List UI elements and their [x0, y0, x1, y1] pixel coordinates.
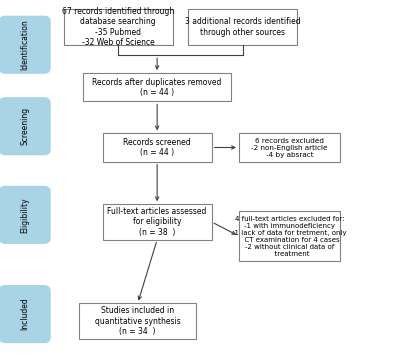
- Text: Identification: Identification: [20, 19, 29, 70]
- FancyBboxPatch shape: [103, 204, 212, 240]
- Text: Eligibility: Eligibility: [20, 197, 29, 233]
- FancyBboxPatch shape: [188, 9, 297, 45]
- FancyBboxPatch shape: [0, 16, 50, 73]
- Text: 67 records identified through
database searching
-35 Pubmed
-32 Web of Science: 67 records identified through database s…: [62, 7, 174, 47]
- Text: 3 additional records identified
through other sources: 3 additional records identified through …: [185, 17, 301, 37]
- Text: Records screened
(n = 44 ): Records screened (n = 44 ): [123, 138, 191, 157]
- FancyBboxPatch shape: [0, 286, 50, 343]
- Text: 6 records excluded
-2 non-English article
-4 by absract: 6 records excluded -2 non-English articl…: [251, 137, 328, 158]
- Text: 4 full-text articles excluded for:
-1 with immunodeficiency
-1 lack of data for : 4 full-text articles excluded for: -1 wi…: [232, 216, 347, 257]
- Text: Full-text articles assessed
for eligibility
(n = 38  ): Full-text articles assessed for eligibil…: [108, 207, 207, 237]
- FancyBboxPatch shape: [79, 304, 196, 339]
- FancyBboxPatch shape: [239, 133, 340, 162]
- FancyBboxPatch shape: [0, 98, 50, 155]
- Text: Included: Included: [20, 298, 29, 330]
- FancyBboxPatch shape: [239, 211, 340, 261]
- FancyBboxPatch shape: [103, 133, 212, 162]
- Text: Screening: Screening: [20, 107, 29, 145]
- Text: Studies included in
quantitative synthesis
(n = 34  ): Studies included in quantitative synthes…: [95, 306, 180, 336]
- FancyBboxPatch shape: [83, 73, 231, 101]
- Text: Records after duplicates removed
(n = 44 ): Records after duplicates removed (n = 44…: [92, 78, 222, 97]
- FancyBboxPatch shape: [0, 187, 50, 243]
- FancyBboxPatch shape: [64, 9, 173, 45]
